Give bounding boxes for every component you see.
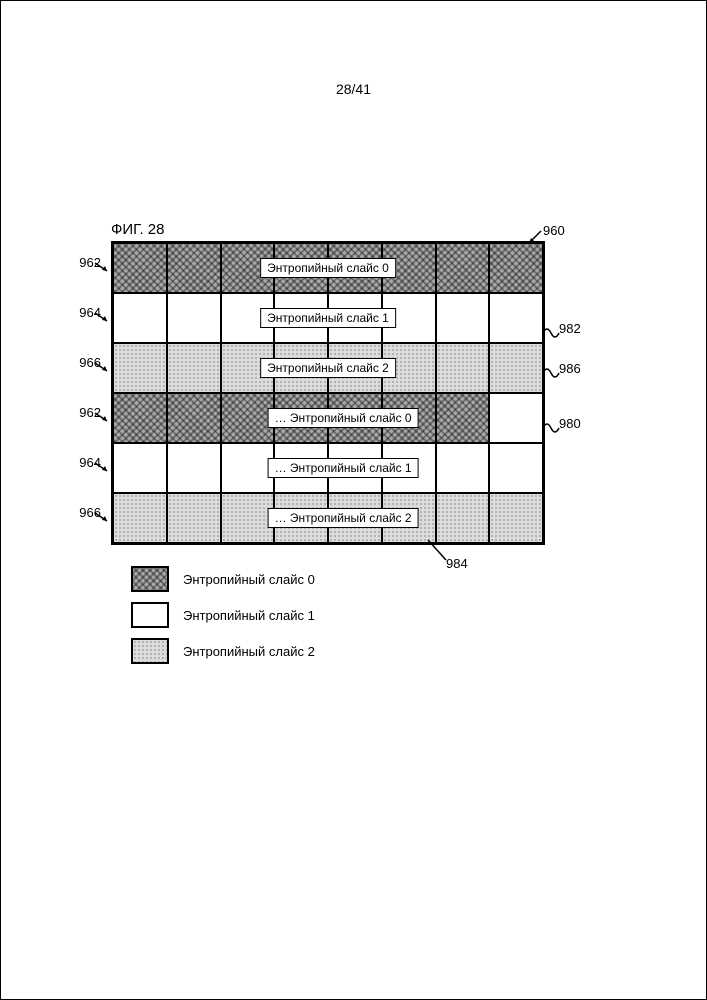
grid-row: … Энтропийный слайс 1 [113,443,543,493]
ref-left-964: 964 [61,305,101,320]
row-label: … Энтропийный слайс 1 [268,458,419,478]
grid-row: … Энтропийный слайс 2 [113,493,543,543]
arrow-icon [93,259,113,275]
grid-row: Энтропийный слайс 1 [113,293,543,343]
ref-left-964: 964 [61,455,101,470]
grid-cell [489,293,543,343]
grid-cell [113,393,167,443]
row-label: … Энтропийный слайс 2 [268,508,419,528]
ref-left-966: 966 [61,355,101,370]
legend-text: Энтропийный слайс 1 [183,608,315,623]
grid-cell [489,243,543,293]
grid: Энтропийный слайс 0 Энтропийный слайс 1 Эн… [111,241,545,545]
grid-cell [167,243,221,293]
arrow-icon [93,459,113,475]
grid-cell [221,443,275,493]
ref-960-text: 960 [543,223,565,238]
grid-cell [489,493,543,543]
legend-swatch [131,566,169,592]
squiggle-icon [541,323,565,343]
arrow-icon [93,309,113,325]
grid-cell [436,243,490,293]
row-label: Энтропийный слайс 1 [260,308,396,328]
ref-980: 980 [559,416,581,431]
grid-cell [113,293,167,343]
grid-cell [489,443,543,493]
arrow-icon [93,409,113,425]
grid-cell [113,493,167,543]
grid-cell [167,493,221,543]
row-label: Энтропийный слайс 0 [260,258,396,278]
grid-cell [167,343,221,393]
grid-cell [113,243,167,293]
legend-swatch [131,602,169,628]
figure-label: ФИГ. 28 [111,221,165,238]
ref-982: 982 [559,321,581,336]
grid-row: Энтропийный слайс 2 [113,343,543,393]
grid-cell [436,293,490,343]
ref-984: 984 [446,556,468,571]
arrow-icon [93,359,113,375]
squiggle-icon [541,363,565,383]
legend-row: Энтропийный слайс 1 [131,602,315,628]
ref-left-962: 962 [61,255,101,270]
legend-swatch [131,638,169,664]
ref-960: 960 [543,223,565,238]
row-label: … Энтропийный слайс 0 [268,408,419,428]
legend-text: Энтропийный слайс 0 [183,572,315,587]
grid-cell [167,393,221,443]
grid-cell [221,493,275,543]
grid-cell [436,343,490,393]
grid-cell [436,443,490,493]
grid-cell [167,443,221,493]
page-number: 28/41 [1,81,706,97]
grid-row: … Энтропийный слайс 0 [113,393,543,443]
grid-cell [221,393,275,443]
grid-cell [489,393,543,443]
diagram-area: Энтропийный слайс 0 Энтропийный слайс 1 Эн… [111,241,541,545]
legend-row: Энтропийный слайс 2 [131,638,315,664]
grid-row: Энтропийный слайс 0 [113,243,543,293]
legend: Энтропийный слайс 0 Энтропийный слайс 1 Эн… [131,566,315,674]
ref-986: 986 [559,361,581,376]
page: 28/41 ФИГ. 28 960 Энтропийный слайс 0Энт… [0,0,707,1000]
grid-cell [167,293,221,343]
leader-line-icon [422,536,452,566]
legend-row: Энтропийный слайс 0 [131,566,315,592]
ref-left-966: 966 [61,505,101,520]
arrow-icon [93,509,113,525]
grid-cell [489,343,543,393]
ref-left-962: 962 [61,405,101,420]
grid-cell [436,393,490,443]
grid-cell [113,443,167,493]
row-label: Энтропийный слайс 2 [260,358,396,378]
squiggle-icon [541,418,565,438]
grid-cell [113,343,167,393]
legend-text: Энтропийный слайс 2 [183,644,315,659]
